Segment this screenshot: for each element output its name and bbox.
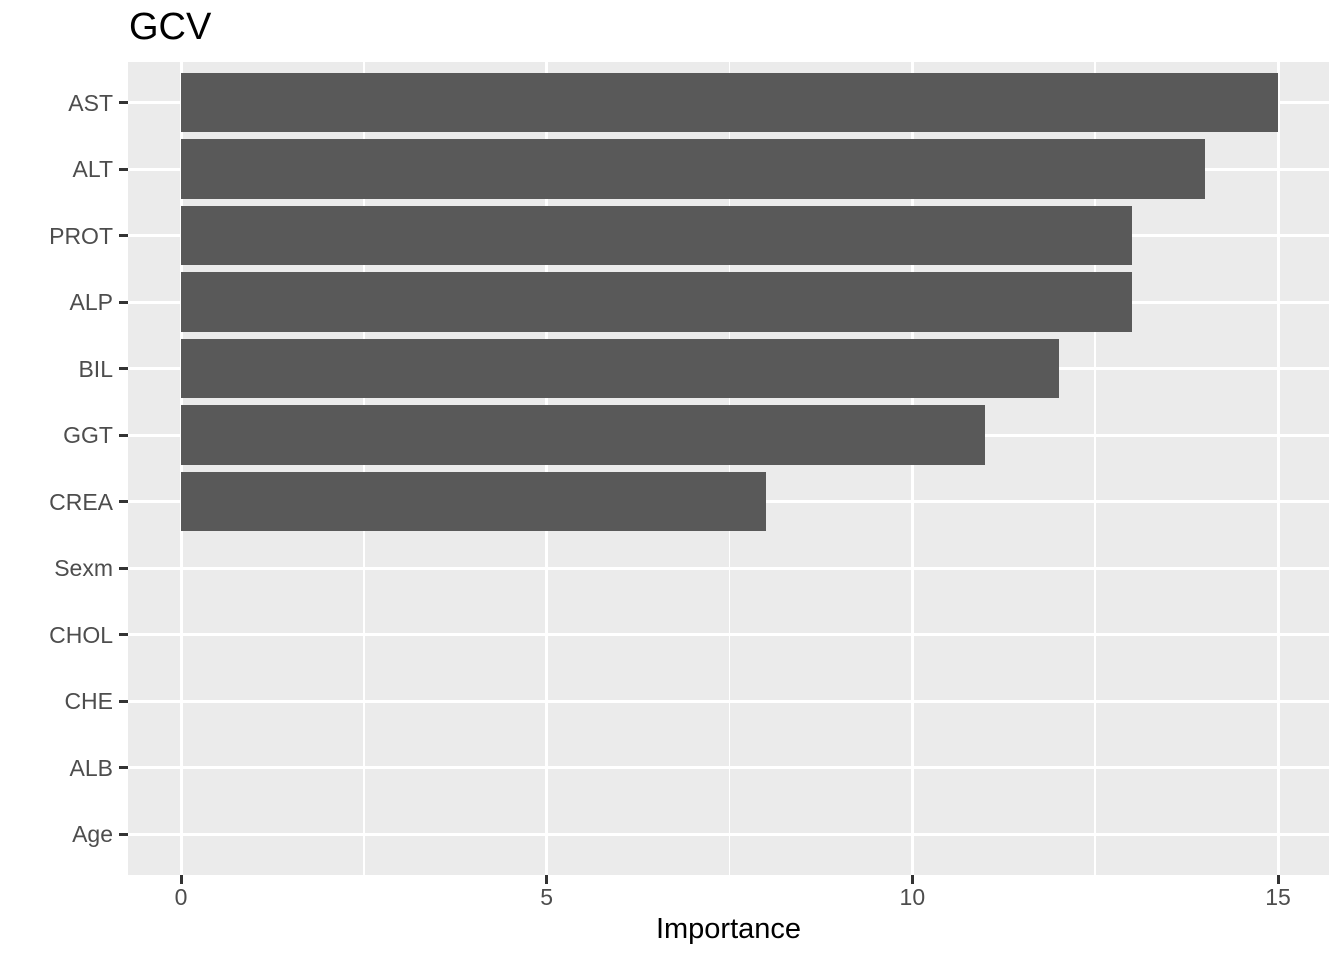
- y-axis-tick: [119, 766, 128, 769]
- x-axis-tick-label: 0: [174, 884, 188, 910]
- x-axis-tick-label: 10: [899, 884, 926, 910]
- bar-alp: [181, 272, 1132, 332]
- grid-major-hline: [128, 566, 1329, 570]
- y-axis-label-alt: ALT: [72, 156, 113, 182]
- x-axis-tick: [545, 875, 549, 884]
- x-axis-tick-label: 5: [540, 884, 554, 910]
- y-axis-label-che: CHE: [64, 688, 113, 714]
- y-axis-tick: [119, 300, 128, 304]
- chart-title: GCV: [129, 6, 212, 48]
- grid-major-vline: [545, 62, 549, 875]
- y-axis-tick: [119, 101, 128, 104]
- x-axis-tick: [1276, 875, 1280, 884]
- grid-major-hline: [128, 766, 1329, 769]
- grid-minor-vline: [1094, 62, 1096, 875]
- x-axis-tick: [179, 875, 183, 884]
- grid-minor-vline: [363, 62, 365, 875]
- y-axis-label-prot: PROT: [49, 222, 113, 249]
- y-axis-tick: [119, 433, 128, 437]
- grid-major-vline: [910, 62, 914, 875]
- bar-crea: [181, 471, 767, 532]
- bar-alt: [181, 139, 1205, 199]
- bar-ggt: [181, 405, 986, 465]
- x-axis-tick-label: 15: [1265, 884, 1291, 910]
- plot-panel: [128, 62, 1329, 875]
- x-axis-title: Importance: [655, 913, 802, 945]
- y-axis-tick: [119, 633, 128, 636]
- grid-major-hline: [128, 699, 1329, 703]
- y-axis-label-ast: AST: [68, 89, 113, 116]
- bar-prot: [181, 205, 1132, 266]
- y-axis-tick: [119, 699, 128, 703]
- grid-minor-vline: [728, 62, 731, 875]
- y-axis-label-chol: CHOL: [49, 621, 113, 648]
- y-axis-label-crea: CREA: [49, 488, 113, 515]
- y-axis-label-age: Age: [72, 821, 113, 847]
- grid-major-vline: [179, 62, 183, 875]
- y-axis-label-alb: ALB: [69, 754, 113, 781]
- y-axis-tick: [119, 234, 128, 237]
- y-axis-label-ggt: GGT: [63, 422, 113, 448]
- x-axis-tick: [910, 875, 914, 884]
- bar-ast: [181, 72, 1278, 133]
- grid-major-hline: [128, 633, 1329, 636]
- y-axis-tick: [119, 167, 128, 171]
- grid-major-hline: [128, 832, 1329, 836]
- y-axis-tick: [119, 566, 128, 570]
- y-axis-tick: [119, 500, 128, 503]
- y-axis-tick: [119, 367, 128, 370]
- y-axis-tick: [119, 832, 128, 836]
- bar-bil: [181, 338, 1059, 399]
- grid-major-vline: [1276, 62, 1280, 875]
- y-axis-label-bil: BIL: [78, 355, 113, 382]
- y-axis-label-alp: ALP: [69, 289, 113, 315]
- y-axis-label-sexm: Sexm: [54, 555, 113, 581]
